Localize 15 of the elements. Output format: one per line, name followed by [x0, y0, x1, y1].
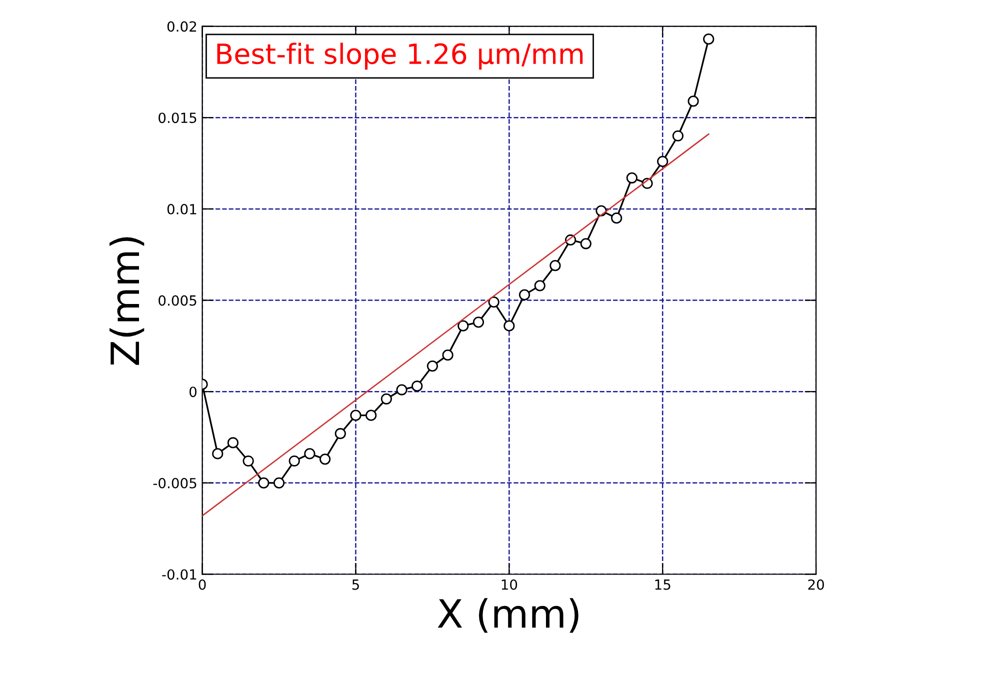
y-tick-label: 0.01 — [167, 204, 196, 214]
y-tick-label: 0.015 — [158, 112, 196, 124]
y-tick-label: 0.02 — [167, 21, 196, 32]
x-tick-label: 10 — [502, 579, 518, 590]
x-tick-label: 0 — [198, 579, 206, 590]
annotation: Best-fit slope 1.26 µm/mm — [217, 42, 583, 70]
x-tick-label: 20 — [808, 579, 824, 590]
y-tick-label: -0.01 — [162, 569, 196, 580]
y-tick-label: 0 — [190, 386, 197, 398]
y-axis-title: Z(mm) — [110, 237, 144, 365]
x-tick-label: 15 — [655, 580, 670, 590]
x-tick-label: 5 — [352, 580, 359, 590]
y-tick-label: -0.005 — [153, 478, 196, 488]
x-axis-title: X (mm) — [438, 598, 578, 633]
y-tick-label: 0.005 — [158, 295, 196, 306]
